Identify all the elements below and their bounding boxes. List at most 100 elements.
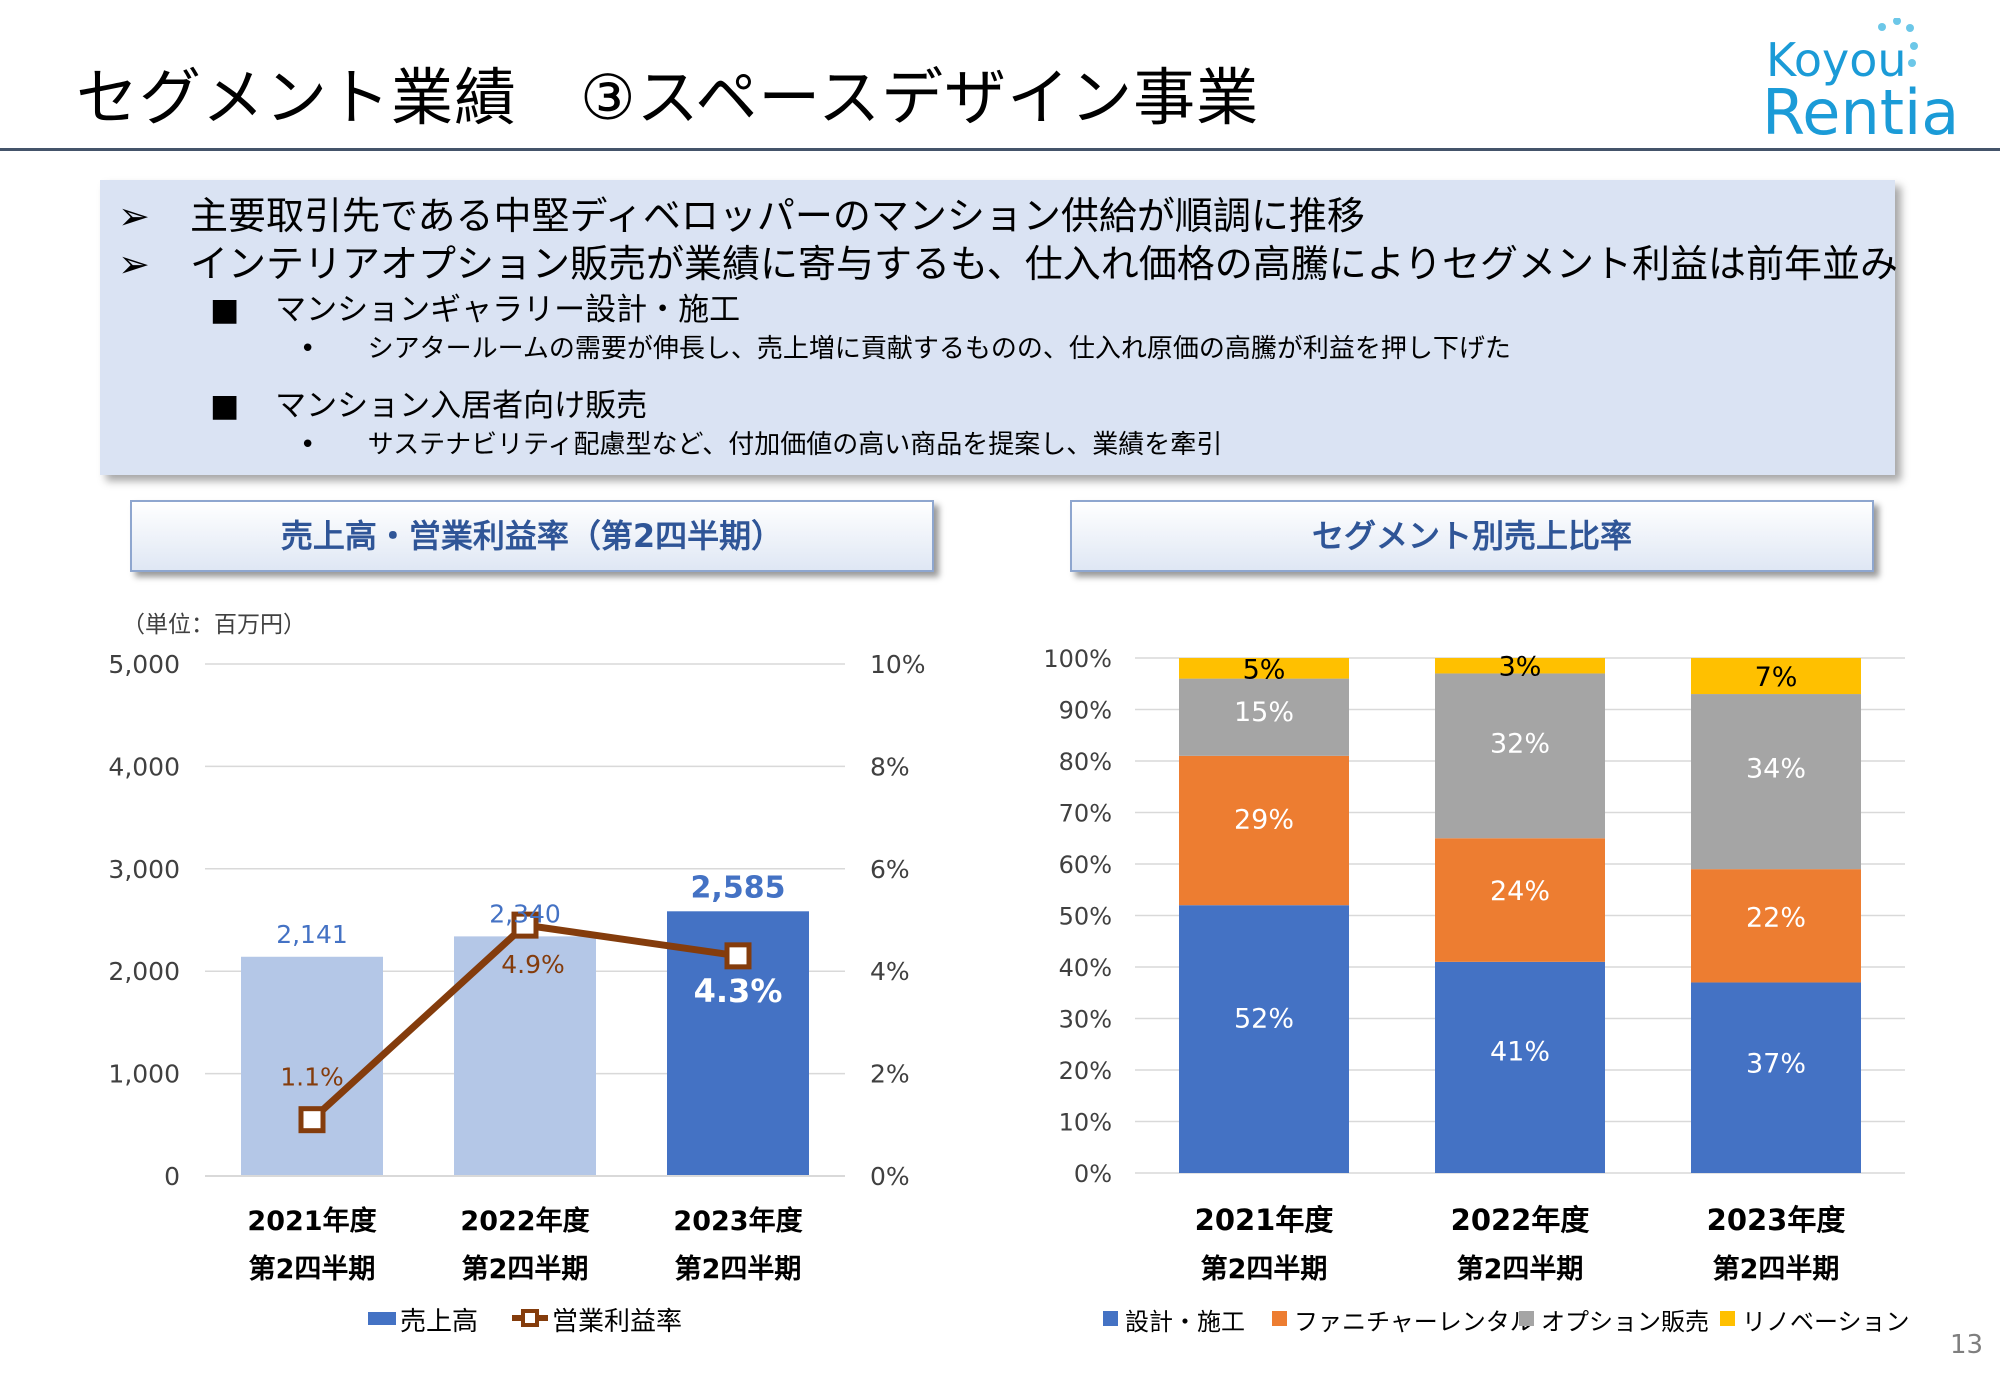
legend-label: 売上高 bbox=[400, 1307, 478, 1337]
segment-value-label: 29% bbox=[1234, 805, 1294, 836]
legend-swatch bbox=[1103, 1311, 1118, 1326]
margin-marker bbox=[511, 911, 539, 939]
segment-bar bbox=[1179, 658, 1349, 679]
legend-label: 営業利益率 bbox=[552, 1307, 682, 1337]
y-tick-label: 3,000 bbox=[108, 855, 180, 884]
category-sublabel: 第2四半期 bbox=[1201, 1253, 1328, 1285]
segment-bar bbox=[1691, 658, 1861, 695]
sales-value-label: 2,585 bbox=[691, 870, 786, 905]
segment-bar bbox=[1435, 838, 1605, 962]
arrow-bullet-icon: ➢ bbox=[118, 194, 150, 238]
y-tick-label: 1,000 bbox=[108, 1060, 180, 1089]
y2-tick-label: 8% bbox=[870, 752, 910, 781]
y-tick-label: 0% bbox=[1074, 1160, 1112, 1188]
segment-value-label: 24% bbox=[1490, 876, 1550, 907]
y-tick-label: 20% bbox=[1059, 1057, 1112, 1085]
legend-label: 設計・施工 bbox=[1125, 1308, 1245, 1336]
y-tick-label: 70% bbox=[1059, 800, 1112, 828]
segment-bar bbox=[1435, 658, 1605, 674]
category-sublabel: 第2四半期 bbox=[675, 1253, 802, 1285]
y-tick-label: 60% bbox=[1059, 851, 1112, 879]
category-label: 2023年度 bbox=[1707, 1203, 1846, 1237]
y-tick-label: 80% bbox=[1059, 748, 1112, 776]
category-label: 2022年度 bbox=[460, 1205, 589, 1237]
category-sublabel: 第2四半期 bbox=[249, 1253, 376, 1285]
sales-value-label: 2,340 bbox=[489, 899, 561, 928]
svg-text:Rentia: Rentia bbox=[1762, 76, 1959, 143]
sales-value-label: 2,141 bbox=[276, 920, 348, 949]
segment-bar bbox=[1691, 694, 1861, 870]
page-number: 13 bbox=[1950, 1330, 1984, 1360]
square-bullet-icon: ■ bbox=[210, 292, 240, 328]
segment-value-label: 41% bbox=[1490, 1037, 1550, 1068]
square-bullet-icon: ■ bbox=[210, 388, 240, 424]
y-tick-label: 30% bbox=[1059, 1006, 1112, 1034]
category-label: 2022年度 bbox=[1451, 1203, 1590, 1237]
segment-value-label: 5% bbox=[1243, 654, 1286, 685]
subsection-detail: • シアタールームの需要が伸長し、売上増に貢献するものの、仕入れ原価の高騰が利益… bbox=[300, 334, 1511, 364]
margin-marker bbox=[724, 942, 752, 970]
segment-value-label: 22% bbox=[1746, 903, 1806, 934]
y-tick-label: 4,000 bbox=[108, 752, 180, 781]
summary-point: ➢ 主要取引先である中堅ディベロッパーのマンション供給が順調に推移 bbox=[118, 194, 1365, 238]
legend-swatch bbox=[1272, 1311, 1287, 1326]
summary-box: ➢ 主要取引先である中堅ディベロッパーのマンション供給が順調に推移 ➢ インテリ… bbox=[100, 180, 1899, 475]
sales-bar bbox=[454, 936, 596, 1176]
margin-value-label: 4.9% bbox=[501, 950, 565, 979]
title-divider bbox=[0, 148, 2000, 151]
y-tick-label: 0 bbox=[164, 1162, 180, 1191]
legend-label: ファニチャーレンタル bbox=[1294, 1308, 1534, 1336]
category-label: 2023年度 bbox=[673, 1205, 802, 1237]
y2-tick-label: 10% bbox=[870, 650, 926, 679]
subsection-detail: • サステナビリティ配慮型など、付加価値の高い商品を提案し、業績を牽引 bbox=[300, 430, 1223, 460]
segment-value-label: 34% bbox=[1746, 754, 1806, 785]
margin-value-label: 1.1% bbox=[280, 1063, 344, 1092]
category-sublabel: 第2四半期 bbox=[1713, 1253, 1840, 1285]
y2-tick-label: 2% bbox=[870, 1060, 910, 1089]
legend-marker bbox=[521, 1309, 539, 1327]
legend-swatch bbox=[368, 1312, 396, 1325]
svg-text:Koyou: Koyou bbox=[1766, 33, 1907, 87]
y-tick-label: 90% bbox=[1059, 697, 1112, 725]
y-tick-label: 2,000 bbox=[108, 957, 180, 986]
segment-value-label: 52% bbox=[1234, 1004, 1294, 1035]
legend-swatch bbox=[1720, 1311, 1735, 1326]
y-tick-label: 40% bbox=[1059, 954, 1112, 982]
dot-bullet-icon: • bbox=[300, 430, 316, 460]
segment-bar bbox=[1179, 678, 1349, 756]
segment-value-label: 15% bbox=[1234, 697, 1294, 728]
segment-bar bbox=[1691, 982, 1861, 1173]
category-label: 2021年度 bbox=[1195, 1203, 1334, 1237]
segment-value-label: 37% bbox=[1746, 1048, 1806, 1079]
category-sublabel: 第2四半期 bbox=[1457, 1253, 1584, 1285]
legend-swatch bbox=[1519, 1311, 1534, 1326]
segment-bar bbox=[1691, 869, 1861, 983]
category-sublabel: 第2四半期 bbox=[462, 1253, 589, 1285]
segment-bar bbox=[1179, 755, 1349, 906]
arrow-bullet-icon: ➢ bbox=[118, 242, 150, 286]
margin-value-label: 4.3% bbox=[694, 972, 783, 1010]
segment-bar bbox=[1435, 961, 1605, 1173]
segment-value-label: 32% bbox=[1490, 729, 1550, 760]
y2-tick-label: 0% bbox=[870, 1162, 910, 1191]
segment-chart-header: セグメント別売上比率 bbox=[1070, 500, 1874, 572]
sales-bar bbox=[241, 956, 383, 1176]
segment-value-label: 3% bbox=[1499, 652, 1542, 683]
subsection-title: ■ マンション入居者向け販売 bbox=[210, 388, 648, 424]
y-tick-label: 5,000 bbox=[108, 650, 180, 679]
y-tick-label: 100% bbox=[1043, 645, 1112, 673]
segment-bar bbox=[1179, 905, 1349, 1173]
legend-label: リノベーション bbox=[1742, 1308, 1910, 1336]
legend-label: オプション販売 bbox=[1541, 1308, 1709, 1336]
dot-bullet-icon: • bbox=[300, 334, 316, 364]
category-label: 2021年度 bbox=[247, 1205, 376, 1237]
summary-point: ➢ インテリアオプション販売が業績に寄与するも、仕入れ価格の高騰によりセグメント… bbox=[118, 242, 1899, 286]
sales-margin-chart: （単位：百万円） 2,141 2,340 2,585 1.1% 4.9% 4.3% 0 1,… bbox=[108, 612, 926, 1337]
y2-tick-label: 6% bbox=[870, 855, 910, 884]
unit-note: （単位：百万円） bbox=[122, 612, 306, 638]
y2-tick-label: 4% bbox=[870, 957, 910, 986]
subsection-title: ■ マンションギャラリー設計・施工 bbox=[210, 292, 741, 328]
company-logo: Koyou Rentia bbox=[1762, 18, 1959, 143]
y-tick-label: 10% bbox=[1059, 1109, 1112, 1137]
